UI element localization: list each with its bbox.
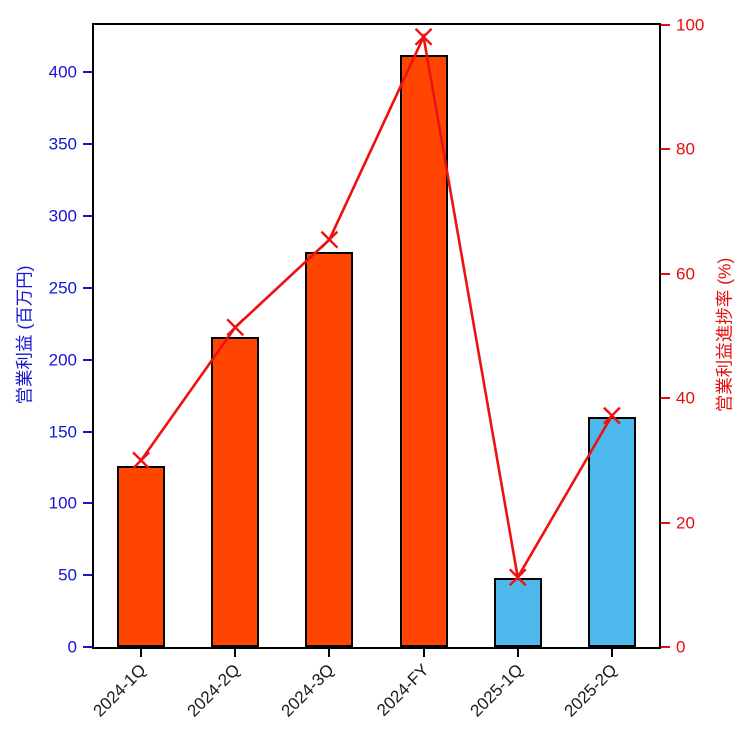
left-tick-0 [83,646,92,648]
left-tick-label-400: 400 [48,62,77,82]
right-tick-label-20: 20 [676,513,695,533]
x-tick-2024-2Q [234,649,237,657]
left-tick-400 [83,71,92,74]
right-tick-label-0: 0 [676,637,686,657]
bar-2025-2Q [587,417,636,647]
left-tick-150 [83,430,92,433]
left-tick-250 [83,286,92,289]
left-tick-350 [83,143,92,146]
right-tick-60 [661,272,670,275]
x-tick-2025-1Q [516,649,519,657]
right-axis-title: 営業利益進捗率 (%) [714,257,735,413]
right-tick-40 [661,397,670,400]
left-tick-100 [83,502,92,505]
bar-2024-1Q [117,466,166,647]
bar-2025-1Q [493,578,542,647]
right-tick-label-80: 80 [676,139,695,159]
x-tick-2024-FY [422,649,425,657]
left-tick-label-200: 200 [48,350,77,370]
x-tick-label-2024-1Q: 2024-1Q [89,660,150,721]
left-tick-label-150: 150 [48,422,77,442]
x-tick-2024-3Q [328,649,331,657]
right-tick-80 [661,148,670,151]
right-tick-100 [661,24,670,26]
x-marker-2024-FY [414,27,433,46]
x-marker-2024-2Q [226,318,245,337]
bar-2024-3Q [305,251,354,647]
right-tick-label-100: 100 [676,15,705,35]
right-tick-20 [661,521,670,524]
left-tick-label-50: 50 [58,565,77,585]
right-tick-0 [661,646,670,648]
left-tick-300 [83,215,92,218]
left-tick-label-250: 250 [48,278,77,298]
left-tick-label-100: 100 [48,493,77,513]
right-tick-label-60: 60 [676,264,695,284]
progress-line-series [132,27,621,587]
x-tick-2025-2Q [610,649,613,657]
x-marker-2024-3Q [320,230,339,249]
right-tick-label-40: 40 [676,388,695,408]
left-tick-50 [83,574,92,577]
left-axis-title: 営業利益 (百万円) [14,265,35,405]
left-tick-label-350: 350 [48,134,77,154]
x-tick-2024-1Q [140,649,143,657]
plot-area: 0 50 100 150 200 250 300 350 400 0 20 40 60 80 100 2024… [49,17,705,721]
bar-2024-FY [399,55,448,647]
left-tick-label-0: 0 [67,637,77,657]
left-tick-200 [83,358,92,361]
left-tick-label-300: 300 [48,206,77,226]
bar-2024-2Q [211,336,260,647]
